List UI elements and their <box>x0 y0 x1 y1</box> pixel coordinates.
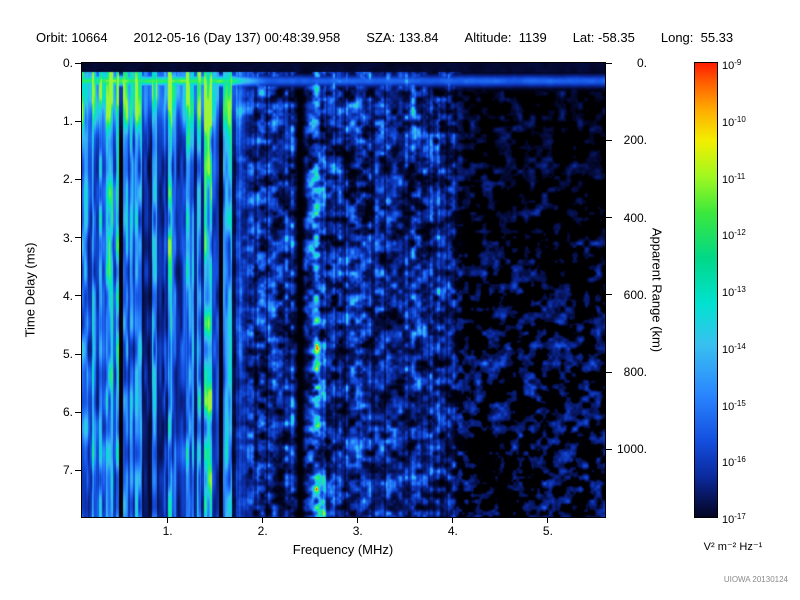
x-tick-mark <box>452 518 454 523</box>
y-right-tick-mark <box>606 448 612 450</box>
y-left-tick-mark <box>75 353 81 355</box>
header-latitude: Lat: -58.35 <box>572 30 635 45</box>
header-altitude: Altitude: 1139 <box>464 30 547 45</box>
x-tick-label: 2. <box>257 524 268 538</box>
y-right-tick-label: 800. <box>623 365 647 380</box>
header: Orbit: 10664 2012-05-16 (Day 137) 00:48:… <box>36 30 796 45</box>
colorbar-tick-label: 10-17 <box>722 512 746 526</box>
header-longitude: Long: 55.33 <box>660 30 734 45</box>
y-right-tick-label: 0. <box>636 56 647 70</box>
y-right-tick-mark <box>606 62 612 64</box>
colorbar-tick-label: 10-11 <box>722 171 746 186</box>
y-left-tick-label: 3. <box>62 230 73 245</box>
x-tick-label: 3. <box>352 524 363 538</box>
x-tick-mark <box>357 518 359 523</box>
header-sza: SZA: 133.84 <box>366 30 439 45</box>
y-left-tick-mark <box>75 295 81 297</box>
colorbar-gradient <box>695 63 717 517</box>
y-left-tick-label: 7. <box>62 463 73 478</box>
colorbar-tick-label: 10-12 <box>722 228 746 243</box>
x-tick-mark <box>167 518 169 523</box>
y-right-tick-label: 1000. <box>616 442 647 457</box>
y-left-tick-mark <box>75 411 81 413</box>
y-axis-label-right: Apparent Range (km) <box>649 227 665 353</box>
y-right-tick-mark <box>606 217 612 219</box>
y-right-tick-mark <box>606 371 612 373</box>
colorbar-unit-label: V² m⁻² Hz⁻¹ <box>703 541 763 553</box>
x-tick-label: 1. <box>162 524 173 538</box>
y-left-tick-label: 5. <box>62 347 73 362</box>
y-left-tick-mark <box>75 62 81 64</box>
watermark: UIOWA 20130124 <box>723 575 788 584</box>
colorbar-tick-label: 10-13 <box>722 285 746 299</box>
y-left-tick-mark <box>75 178 81 180</box>
colorbar-tick-label: 10-15 <box>722 398 746 413</box>
colorbar-tick-label: 10-16 <box>722 455 746 470</box>
y-right-tick-mark <box>606 294 612 296</box>
spectrogram-canvas <box>82 63 605 517</box>
y-right-tick-mark <box>606 139 612 141</box>
y-left-tick-mark <box>75 469 81 471</box>
x-tick-label: 4. <box>447 524 458 538</box>
header-datetime: 2012-05-16 (Day 137) 00:48:39.958 <box>133 30 341 45</box>
header-orbit: Orbit: 10664 <box>36 30 108 45</box>
x-tick-label: 5. <box>542 524 553 538</box>
y-left-tick-label: 1. <box>62 114 73 129</box>
colorbar-tick-label: 10-9 <box>722 58 742 72</box>
x-tick-mark <box>262 518 264 523</box>
colorbar <box>694 62 718 518</box>
y-right-tick-label: 200. <box>623 133 647 148</box>
x-axis-label: Frequency (MHz) <box>292 542 394 557</box>
y-left-tick-mark <box>75 237 81 239</box>
colorbar-tick-label: 10-14 <box>722 341 746 356</box>
y-left-tick-label: 6. <box>62 405 73 420</box>
y-right-tick-label: 400. <box>623 210 647 225</box>
plot-area <box>81 62 606 518</box>
y-left-tick-label: 0. <box>62 56 73 70</box>
x-tick-mark <box>547 518 549 523</box>
y-right-tick-label: 600. <box>623 287 647 302</box>
y-left-tick-mark <box>75 120 81 122</box>
y-left-tick-label: 2. <box>62 172 73 187</box>
colorbar-tick-label: 10-10 <box>722 114 746 129</box>
y-axis-label-left: Time Delay (ms) <box>22 242 38 338</box>
y-left-tick-label: 4. <box>62 288 73 303</box>
